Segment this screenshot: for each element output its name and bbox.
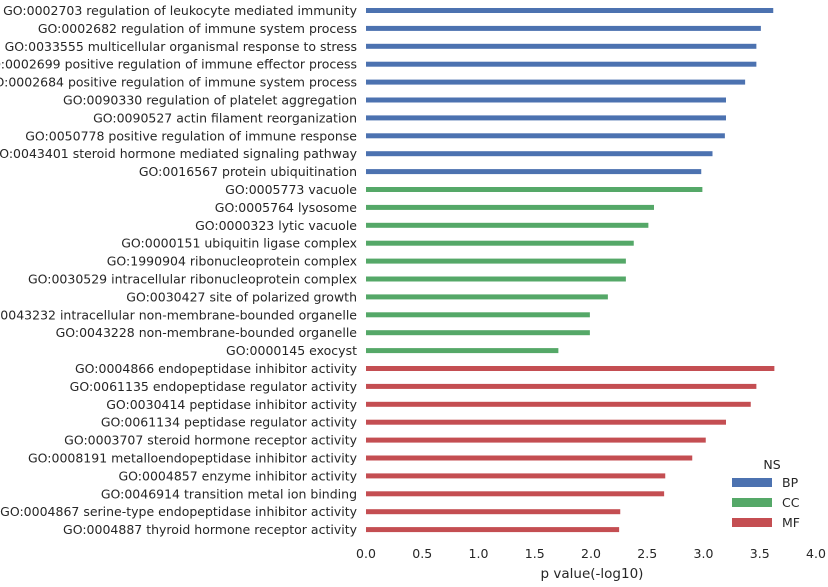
bar-mf (366, 366, 775, 371)
category-label: GO:0003707 steroid hormone receptor acti… (64, 433, 357, 448)
x-axis-ticks: 0.0 0.5 1.0 1.5 2.0 2.5 3.0 3.5 4.0 (356, 546, 826, 561)
bar-mf (366, 491, 665, 497)
x-tick-label: 3.0 (694, 546, 714, 561)
legend-label: CC (782, 495, 800, 510)
bar-mf (366, 419, 726, 425)
category-labels: GO:0002703 regulation of leukocyte media… (0, 3, 358, 537)
bar-bp (366, 43, 757, 49)
bars (366, 8, 775, 533)
bar-bp (366, 79, 746, 85)
bar-mf (366, 401, 751, 407)
bar-cc (366, 294, 608, 300)
x-tick-label: 4.0 (806, 546, 826, 561)
category-label: GO:0005764 lysosome (215, 200, 358, 215)
bar-cc (366, 258, 626, 264)
category-label: GO:0008191 metalloendopeptidase inhibito… (28, 451, 358, 466)
category-label: GO:0016567 protein ubiquitination (139, 164, 357, 179)
category-label: GO:0000151 ubiquitin ligase complex (121, 236, 357, 251)
legend-label: BP (782, 475, 799, 490)
category-label: GO:0043401 steroid hormone mediated sign… (0, 146, 358, 161)
bar-cc (366, 276, 626, 282)
legend-title: NS (763, 457, 780, 472)
category-label: GO:0046914 transition metal ion binding (101, 486, 357, 501)
category-label: GO:0030529 intracellular ribonucleoprote… (28, 272, 357, 287)
x-tick-label: 2.0 (581, 546, 601, 561)
category-label: GO:0002703 regulation of leukocyte media… (3, 3, 357, 18)
category-label: GO:0043228 non-membrane-bounded organell… (56, 325, 358, 340)
x-axis-title: p value(-log10) (541, 566, 644, 582)
category-label: GO:0061135 endopeptidase regulator activ… (70, 379, 358, 394)
legend-label: MF (782, 515, 800, 530)
category-label: GO:0002684 positive regulation of immune… (0, 75, 357, 90)
category-label: GO:0050778 positive regulation of immune… (25, 128, 357, 143)
x-tick-label: 1.5 (525, 546, 545, 561)
bar-bp (366, 97, 726, 103)
bar-bp (366, 61, 757, 67)
category-label: GO:0004866 endopeptidase inhibitor activ… (75, 361, 358, 376)
category-label: GO:0090330 regulation of platelet aggreg… (63, 93, 357, 108)
category-label: GO:0002682 regulation of immune system p… (38, 21, 357, 36)
category-label: GO:0004887 thyroid hormone receptor acti… (63, 522, 358, 537)
legend-swatch-bp (732, 478, 772, 487)
x-tick-label: 2.5 (637, 546, 657, 561)
category-label: GO:0033555 multicellular organismal resp… (5, 39, 357, 54)
bar-bp (366, 25, 761, 31)
category-label: GO:0061134 peptidase regulator activity (101, 415, 358, 430)
bar-mf (366, 473, 666, 479)
category-label: GO:0004867 serine-type endopeptidase inh… (0, 504, 357, 519)
category-label: GO:0004857 enzyme inhibitor activity (118, 468, 357, 483)
bar-bp (366, 115, 726, 121)
bar-mf (366, 437, 706, 443)
bar-cc (366, 187, 703, 192)
bar-bp (366, 169, 702, 175)
category-label: GO:0090527 actin filament reorganization (93, 110, 357, 125)
category-label: GO:0000323 lytic vacuole (195, 218, 357, 233)
bar-mf (366, 509, 621, 515)
category-label: GO:0005773 vacuole (225, 182, 357, 197)
x-tick-label: 1.0 (469, 546, 489, 561)
x-tick-label: 3.5 (750, 546, 770, 561)
category-label: GO:1990904 ribonucleoprotein complex (107, 254, 357, 269)
bar-cc (366, 312, 590, 318)
x-tick-label: 0.0 (356, 546, 376, 561)
bar-bp (366, 8, 774, 13)
bar-cc (366, 204, 654, 210)
bar-bp (366, 151, 713, 157)
bar-cc (366, 240, 634, 246)
bar-cc (366, 330, 590, 336)
bar-mf (366, 455, 693, 461)
bar-mf (366, 383, 757, 389)
legend-swatch-cc (732, 498, 772, 507)
bar-cc (366, 222, 649, 228)
category-label: GO:0030427 site of polarized growth (126, 289, 357, 304)
category-label: GO:0043232 intracellular non-membrane-bo… (0, 307, 357, 322)
category-label: GO:0000145 exocyst (226, 343, 357, 358)
category-label: GO:0030414 peptidase inhibitor activity (106, 397, 357, 412)
bar-bp (366, 133, 725, 139)
legend-swatch-mf (732, 518, 772, 527)
bar-mf (366, 527, 620, 533)
bar-cc (366, 348, 559, 354)
category-label: GO:0002699 positive regulation of immune… (0, 57, 357, 72)
x-tick-label: 0.5 (412, 546, 432, 561)
